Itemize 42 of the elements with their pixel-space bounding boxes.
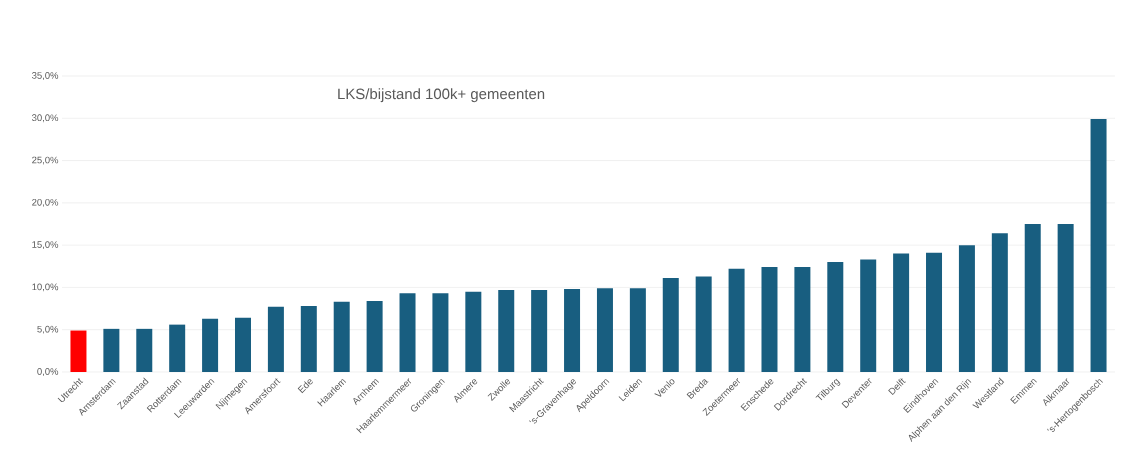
bar <box>267 306 284 372</box>
bar <box>991 233 1008 372</box>
x-tick-label: Ede <box>297 379 313 394</box>
bar <box>465 291 482 372</box>
bar <box>728 268 745 372</box>
bar <box>498 289 515 372</box>
text: LKS/bijstand 100k+ gemeenten <box>338 88 545 103</box>
y-tick-label: 5,0% <box>37 325 59 334</box>
bar <box>926 252 943 372</box>
bar <box>893 253 910 372</box>
y-tick-label: 25,0% <box>32 156 59 165</box>
bar <box>333 301 350 372</box>
y-tick-label: 0,0% <box>37 368 59 376</box>
bar <box>1057 223 1074 372</box>
bar <box>596 288 613 372</box>
bar <box>1090 119 1107 372</box>
bar <box>695 276 712 372</box>
bar <box>399 293 416 372</box>
bar <box>531 289 548 372</box>
bar <box>103 328 120 372</box>
bar <box>234 317 251 372</box>
bar <box>136 328 153 372</box>
y-tick-label: 30,0% <box>32 114 59 123</box>
y-tick-label: 35,0% <box>32 72 59 80</box>
bar <box>1024 223 1041 372</box>
bar <box>761 267 778 372</box>
bar <box>366 300 383 372</box>
bar <box>958 245 975 372</box>
y-tick-label: 15,0% <box>32 241 59 250</box>
bar <box>70 330 87 372</box>
bar <box>202 318 219 372</box>
bar <box>827 262 844 372</box>
bar <box>300 306 317 372</box>
bar <box>860 259 877 372</box>
bar <box>794 267 811 372</box>
bar <box>432 293 449 372</box>
y-tick-label: 20,0% <box>32 198 59 207</box>
y-tick-label: 10,0% <box>32 283 59 292</box>
bar <box>169 324 186 372</box>
bar <box>564 289 581 372</box>
bar <box>662 278 679 372</box>
bar <box>629 288 646 372</box>
